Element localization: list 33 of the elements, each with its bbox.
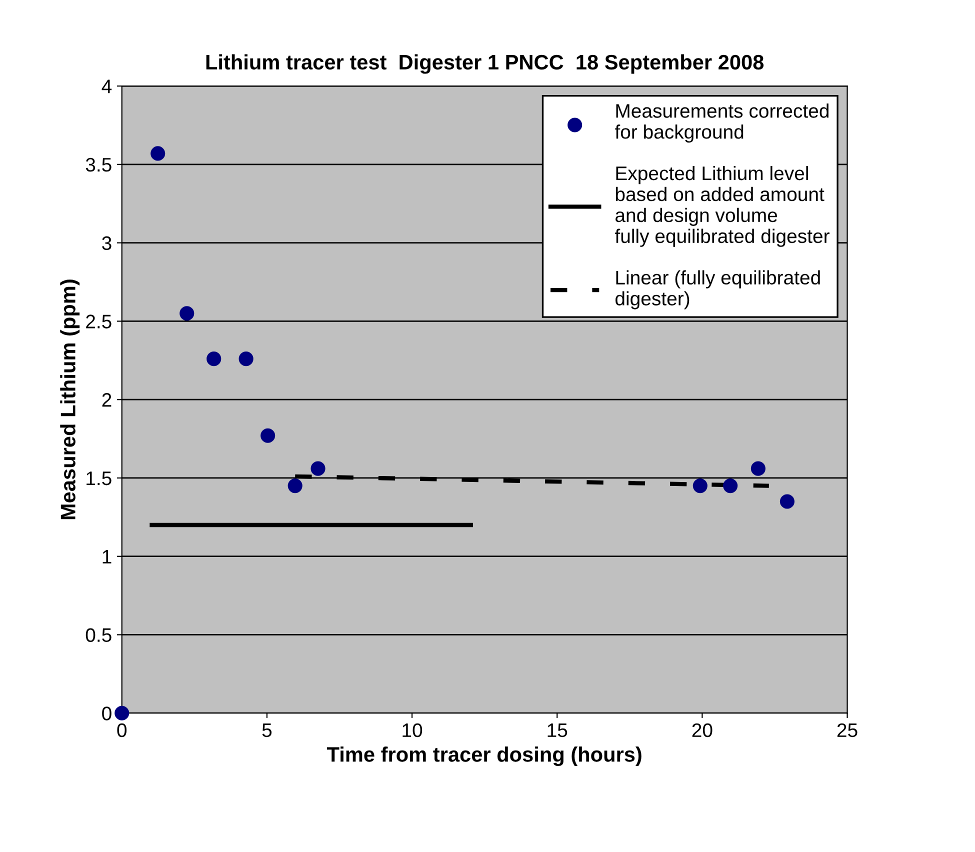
point <box>150 146 166 161</box>
y-tick-label: 2.5 <box>86 314 112 328</box>
point <box>260 428 276 443</box>
legend-label: Measurements corrected for background <box>614 104 828 143</box>
x-tick-label: 5 <box>262 724 272 738</box>
point <box>780 494 794 509</box>
point <box>114 706 130 720</box>
y-tick-label: 1 <box>102 550 112 564</box>
y-tick-label: 2 <box>102 393 112 407</box>
y-tick-label: 4 <box>102 80 112 94</box>
y-axis-title: Measured Lithium (ppm) <box>60 280 80 520</box>
point <box>180 306 194 321</box>
point <box>238 352 254 366</box>
chart-title: Lithium tracer test Digester 1 PNCC 18 September 2008 <box>206 54 764 74</box>
point <box>723 478 738 494</box>
point <box>750 461 766 476</box>
y-tick-label: 3.5 <box>86 158 112 172</box>
y-tick-label: 3 <box>102 236 112 250</box>
y-tick-label: 1.5 <box>86 472 112 486</box>
point <box>310 461 326 476</box>
point <box>692 478 708 494</box>
x-axis-title: Time from tracer dosing (hours) <box>326 746 642 766</box>
y-tick-label: 0.5 <box>86 628 112 642</box>
x-tick-label: 20 <box>692 723 712 738</box>
x-tick-label: 0 <box>117 723 127 738</box>
x-tick-label: 15 <box>548 724 568 738</box>
point <box>288 478 302 494</box>
x-tick-label: 10 <box>402 723 422 738</box>
legend-label: Linear (fully equilibrated digester) <box>616 270 820 310</box>
legend-label: Expected Lithium level based on added amount and design volume fully equilibrated digester <box>614 166 830 247</box>
x-tick-label: 25 <box>837 723 858 738</box>
point <box>206 352 222 366</box>
y-tick-label: 0 <box>102 706 112 720</box>
